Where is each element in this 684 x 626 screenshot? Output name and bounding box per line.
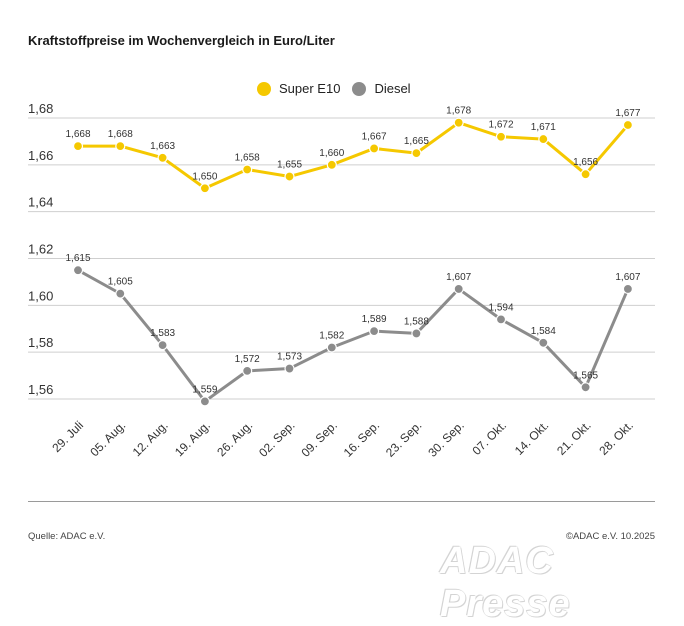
- data-label: 1,615: [65, 253, 90, 264]
- data-point: [115, 288, 126, 299]
- watermark-logo: ADAC Presse: [440, 540, 571, 625]
- data-label: 1,663: [150, 141, 175, 152]
- legend-label-super-e10: Super E10: [279, 81, 341, 96]
- data-point: [326, 342, 337, 353]
- x-tick-label: 16. Sep.: [341, 418, 383, 460]
- y-tick-label: 1,68: [28, 101, 53, 116]
- x-tick-label: 07. Okt.: [470, 418, 510, 458]
- legend-label-diesel: Diesel: [374, 81, 411, 96]
- legend-swatch-super-e10: [257, 81, 271, 96]
- y-tick-label: 1,64: [28, 195, 53, 210]
- y-tick-label: 1,60: [28, 288, 53, 303]
- data-label: 1,559: [192, 384, 217, 395]
- data-point: [326, 159, 337, 170]
- data-point: [369, 143, 380, 154]
- data-point: [72, 141, 84, 152]
- data-label: 1,658: [235, 153, 260, 164]
- data-label: 1,582: [319, 330, 344, 341]
- x-tick-label: 09. Sep.: [298, 418, 340, 460]
- data-label: 1,607: [446, 272, 471, 283]
- data-point: [115, 141, 126, 152]
- data-point: [242, 365, 253, 376]
- x-tick-label: 28. Okt.: [596, 418, 636, 458]
- data-point: [157, 152, 168, 163]
- data-point: [284, 171, 295, 182]
- data-point: [411, 328, 422, 339]
- data-label: 1,665: [404, 136, 429, 147]
- x-tick-label: 29. Juli: [49, 418, 86, 455]
- footer-divider: [28, 501, 655, 502]
- data-label: 1,572: [235, 354, 260, 365]
- data-point: [622, 283, 634, 295]
- y-tick-label: 1,56: [28, 382, 53, 397]
- x-tick-label: 14. Okt.: [512, 418, 552, 458]
- data-label: 1,668: [65, 129, 90, 140]
- data-point: [72, 265, 84, 276]
- data-point: [580, 382, 591, 393]
- data-point: [622, 119, 634, 131]
- data-label: 1,671: [531, 122, 556, 133]
- data-point: [199, 183, 210, 194]
- data-label: 1,589: [362, 314, 387, 325]
- legend-item-super-e10: Super E10: [257, 81, 340, 96]
- data-label: 1,660: [319, 148, 344, 159]
- data-label: 1,584: [531, 326, 556, 337]
- chart-legend: Super E10 Diesel: [257, 81, 423, 96]
- legend-swatch-diesel: [352, 81, 367, 96]
- data-label: 1,656: [573, 157, 598, 168]
- copyright-note: ©ADAC e.V. 10.2025: [565, 531, 655, 542]
- data-point: [538, 133, 549, 145]
- data-label: 1,588: [404, 316, 429, 327]
- x-tick-label: 02. Sep.: [256, 418, 298, 460]
- data-label: 1,607: [615, 272, 640, 283]
- x-tick-label: 26. Aug.: [214, 418, 255, 459]
- data-point: [538, 337, 549, 348]
- x-tick-label: 12. Aug.: [130, 418, 171, 459]
- data-point: [242, 164, 253, 175]
- chart-title: Kraftstoffpreise im Wochenvergleich in E…: [28, 33, 335, 48]
- x-tick-label: 23. Sep.: [383, 418, 425, 460]
- data-point: [580, 169, 591, 180]
- data-point: [495, 131, 507, 142]
- data-label: 1,672: [488, 120, 513, 131]
- data-label: 1,678: [446, 106, 471, 117]
- data-point: [157, 340, 168, 351]
- data-label: 1,650: [192, 171, 217, 182]
- data-point: [453, 283, 464, 295]
- data-point: [284, 363, 295, 374]
- x-tick-label: 05. Aug.: [87, 418, 128, 459]
- data-point: [369, 325, 380, 337]
- data-label: 1,677: [615, 108, 640, 119]
- data-point: [199, 396, 210, 407]
- x-tick-label: 30. Sep.: [425, 418, 467, 460]
- data-point: [495, 314, 507, 325]
- data-label: 1,668: [108, 129, 133, 140]
- y-tick-label: 1,66: [28, 148, 53, 163]
- y-tick-label: 1,58: [28, 335, 53, 350]
- data-label: 1,605: [108, 277, 133, 288]
- y-tick-label: 1,62: [28, 242, 53, 257]
- data-label: 1,594: [488, 302, 513, 313]
- data-label: 1,565: [573, 370, 598, 381]
- x-tick-label: 19. Aug.: [172, 418, 213, 459]
- data-point: [453, 117, 464, 128]
- x-tick-label: 21. Okt.: [554, 418, 594, 458]
- data-label: 1,583: [150, 328, 175, 339]
- line-chart: 1,56 1,58 1,60 1,62 1,64 1,66 1,68 29. Juli 05. …: [28, 101, 655, 460]
- series-line: [76, 121, 630, 190]
- data-point: [411, 148, 422, 159]
- data-label: 1,573: [277, 352, 302, 363]
- data-label: 1,655: [277, 160, 302, 171]
- source-note: Quelle: ADAC e.V.: [28, 531, 106, 542]
- data-label: 1,667: [362, 131, 387, 142]
- legend-item-diesel: Diesel: [352, 81, 411, 96]
- series-line: [76, 268, 630, 403]
